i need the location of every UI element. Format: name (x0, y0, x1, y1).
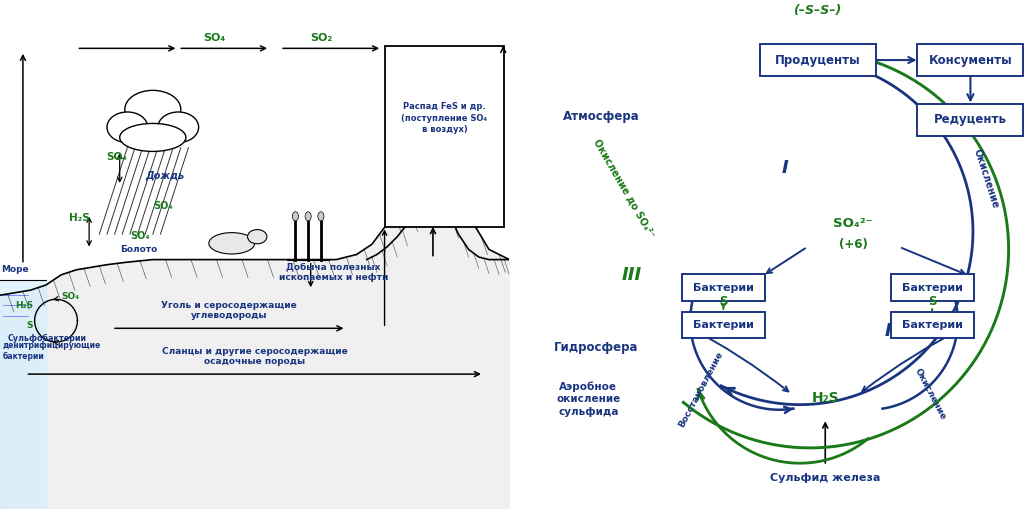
Text: Уголь и серосодержащие
углеводороды: Уголь и серосодержащие углеводороды (162, 301, 297, 320)
Text: SO₄: SO₄ (106, 152, 127, 162)
Ellipse shape (209, 233, 255, 254)
Text: Бактерии: Бактерии (901, 320, 963, 330)
Ellipse shape (125, 91, 181, 128)
Text: SO₄: SO₄ (203, 33, 225, 43)
Text: Море: Море (1, 265, 29, 274)
Text: III: III (622, 266, 642, 284)
Text: H₂S: H₂S (812, 391, 839, 405)
Text: I: I (781, 159, 788, 177)
Text: Аэробное
окисление
сульфида: Аэробное окисление сульфида (557, 382, 620, 417)
Ellipse shape (306, 212, 311, 221)
Text: SO₄: SO₄ (153, 201, 173, 211)
Text: (+6): (+6) (839, 238, 867, 251)
Ellipse shape (119, 123, 186, 152)
FancyBboxPatch shape (891, 274, 973, 301)
FancyBboxPatch shape (918, 103, 1024, 135)
Text: Гидросфера: Гидросфера (554, 341, 638, 354)
Text: SO₄: SO₄ (61, 292, 79, 301)
Text: Сланцы и другие серосодержащие
осадочные породы: Сланцы и другие серосодержащие осадочные… (162, 347, 348, 366)
Text: SO₄²⁻: SO₄²⁻ (833, 216, 873, 230)
FancyBboxPatch shape (918, 44, 1024, 76)
Text: H₂S: H₂S (15, 301, 33, 310)
Text: Бактерии: Бактерии (693, 320, 754, 330)
Text: Добыча полезных
ископаемых и нефти: Добыча полезных ископаемых и нефти (279, 263, 388, 282)
Text: Болото: Болото (119, 245, 157, 254)
Text: (–S–S–): (–S–S–) (793, 4, 842, 17)
FancyBboxPatch shape (759, 44, 876, 76)
Text: Редуценть: Редуценть (934, 113, 1007, 126)
Text: SO₂: SO₂ (310, 33, 332, 43)
Text: Продуценты: Продуценты (775, 53, 860, 67)
Text: Сульфобактерии: Сульфобактерии (7, 334, 86, 343)
Text: денитрифицирующие
бактерии: денитрифицирующие бактерии (2, 342, 101, 361)
Text: Окисление: Окисление (913, 367, 947, 422)
Ellipse shape (292, 212, 298, 221)
FancyBboxPatch shape (891, 312, 973, 338)
Ellipse shape (318, 212, 324, 221)
Text: II: II (885, 322, 898, 340)
Ellipse shape (157, 112, 199, 143)
Text: Дождь: Дождь (145, 170, 184, 180)
Text: SO₄: SO₄ (130, 231, 149, 241)
Polygon shape (0, 280, 46, 509)
Text: Консументы: Консументы (928, 53, 1013, 67)
FancyBboxPatch shape (682, 312, 765, 338)
Text: Восстановление: Восстановление (677, 350, 724, 429)
Text: Атмосфера: Атмосфера (563, 109, 639, 123)
Text: Окисление до SO₄²⁻: Окисление до SO₄²⁻ (592, 137, 657, 239)
Ellipse shape (248, 230, 267, 244)
Text: Бактерии: Бактерии (693, 282, 754, 293)
Text: Сульфид железа: Сульфид железа (770, 473, 881, 483)
Text: S: S (928, 295, 936, 308)
Text: Распад FeS и др.
(поступление SO₄
в воздух): Распад FeS и др. (поступление SO₄ в возд… (401, 102, 488, 134)
Bar (385, 46, 504, 227)
Text: H₂S: H₂S (69, 213, 90, 223)
FancyBboxPatch shape (682, 274, 765, 301)
Text: Окисление: Окисление (971, 147, 1000, 209)
Ellipse shape (107, 112, 148, 143)
Text: Бактерии: Бактерии (901, 282, 963, 293)
Text: S: S (719, 295, 728, 308)
Text: S: S (27, 321, 33, 330)
